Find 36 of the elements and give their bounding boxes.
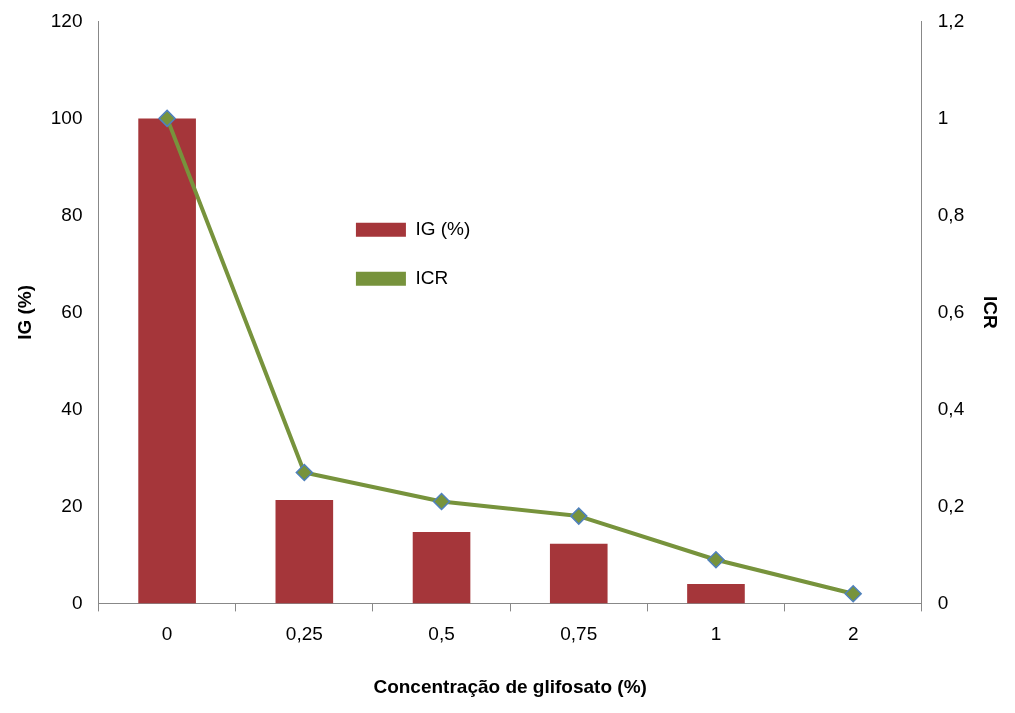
bar — [138, 118, 196, 604]
point — [570, 507, 588, 525]
point — [432, 492, 451, 511]
x-tick-label: 0 — [161, 623, 173, 645]
y-tick-label: 40 — [61, 397, 83, 419]
point — [707, 551, 725, 569]
x-tick-label: 0,25 — [285, 623, 323, 645]
y2-tick-label: 0,2 — [937, 494, 965, 516]
y2-tick-label: 1 — [937, 106, 949, 128]
bar — [687, 584, 745, 604]
x-tick-label: 0,5 — [428, 623, 455, 645]
y-tick-label: 60 — [61, 300, 83, 322]
y-tick-label: 20 — [61, 494, 83, 516]
y2-tick-label: 0,4 — [937, 397, 965, 419]
y2-tick-label: 0,6 — [937, 300, 965, 322]
y-tick-label: 120 — [50, 9, 83, 31]
point — [844, 584, 862, 603]
x-tick-label: 1 — [710, 623, 722, 645]
y-axis-title: IG (%) — [13, 284, 35, 340]
y-tick-label: 80 — [61, 203, 83, 225]
y-tick-label: 100 — [50, 106, 83, 128]
y-tick-label: 0 — [71, 591, 83, 613]
y2-tick-label: 0 — [937, 591, 949, 613]
y2-tick-label: 1,2 — [937, 9, 965, 31]
y2-axis-title: ICR — [980, 296, 1002, 330]
x-tick-label: 2 — [847, 623, 859, 645]
x-tick-label: 0,75 — [560, 623, 598, 645]
bar — [412, 532, 471, 604]
bar — [275, 500, 334, 604]
x-axis-title: Concentração de glifosato (%) — [373, 675, 647, 697]
legend-label: IG (%) — [415, 217, 471, 239]
bar — [549, 543, 608, 604]
legend-label: ICR — [415, 266, 449, 288]
y2-tick-label: 0,8 — [937, 203, 965, 225]
point — [158, 109, 176, 128]
point — [295, 463, 314, 482]
